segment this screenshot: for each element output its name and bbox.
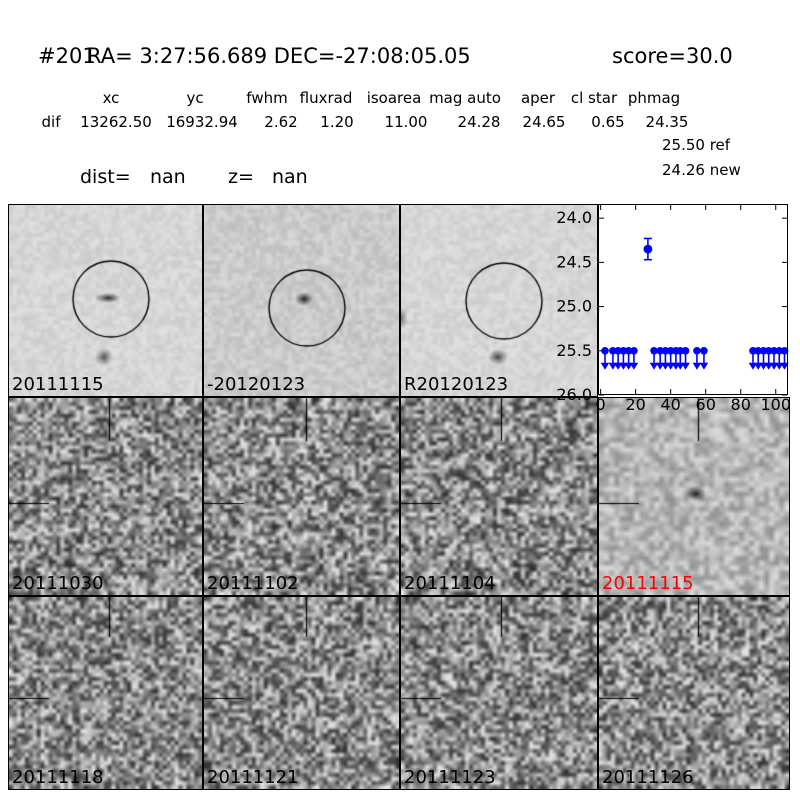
candidate-coordinates: RA= 3:27:56.689 DEC=-27:08:05.05 bbox=[87, 44, 471, 68]
cutout-image bbox=[204, 597, 399, 789]
z-value: nan bbox=[272, 166, 308, 188]
cutout-image bbox=[599, 597, 789, 789]
cutout-date-label: 20111115 bbox=[12, 374, 104, 395]
cutout-panel-20111115: 20111115 bbox=[8, 204, 203, 397]
cutout-image bbox=[204, 205, 399, 396]
table-value-cl-star: 0.65 bbox=[591, 113, 625, 131]
cutout-image bbox=[9, 205, 202, 396]
table-value-fwhm: 2.62 bbox=[264, 113, 298, 131]
cutout-image bbox=[204, 398, 399, 595]
cutout-date-label: 20111121 bbox=[207, 767, 299, 788]
y-tick-label: 24.0 bbox=[556, 208, 592, 227]
cutout-panel-20111126: 20111126 bbox=[598, 596, 790, 790]
cutout-panel-20111115: 20111115 bbox=[598, 397, 790, 596]
cutout-image bbox=[401, 597, 597, 789]
table-value-fluxrad: 1.20 bbox=[320, 113, 354, 131]
x-tick-label: 0 bbox=[596, 395, 606, 414]
table-value-xc: 13262.50 bbox=[80, 113, 152, 131]
dist-label: dist= bbox=[80, 166, 131, 188]
candidate-score: score=30.0 bbox=[612, 44, 733, 68]
table-row-label: dif bbox=[41, 113, 61, 131]
cutout-panel-20111104: 20111104 bbox=[400, 397, 598, 596]
cutout-panel-20111123: 20111123 bbox=[400, 596, 598, 790]
table-value-phmag: 24.35 bbox=[645, 113, 689, 131]
y-tick-label: 24.5 bbox=[556, 252, 592, 271]
cutout-panel--20120123: -20120123 bbox=[203, 204, 400, 397]
table-header-fluxrad: fluxrad bbox=[299, 89, 353, 107]
cutout-panel-20111102: 20111102 bbox=[203, 397, 400, 596]
x-tick-label: 20 bbox=[625, 395, 645, 414]
dist-value: nan bbox=[150, 166, 186, 188]
y-tick-label: 25.5 bbox=[556, 341, 592, 360]
y-tick-label: 25.0 bbox=[556, 297, 592, 316]
y-tick-label: 26.0 bbox=[556, 385, 592, 404]
ref-magnitude: 25.50 ref bbox=[662, 136, 731, 154]
cutout-image bbox=[401, 398, 597, 595]
z-label: z= bbox=[228, 166, 254, 188]
table-header-xc: xc bbox=[102, 89, 120, 107]
table-header-fwhm: fwhm bbox=[246, 89, 288, 107]
cutout-date-label: 20111126 bbox=[602, 767, 694, 788]
cutout-date-label: -20120123 bbox=[207, 374, 306, 395]
cutout-date-label: 20111030 bbox=[12, 573, 104, 594]
table-value-mag-auto: 24.28 bbox=[457, 113, 501, 131]
cutout-date-label: 20111123 bbox=[404, 767, 496, 788]
lightcurve-chart: 0 20 40 60 80 100 24.0 24.5 25.0 25.5 26.0 bbox=[556, 204, 791, 414]
cutout-date-label: 20111104 bbox=[404, 573, 496, 594]
cutout-date-label: R20120123 bbox=[404, 374, 509, 395]
cutout-panel-20111121: 20111121 bbox=[203, 596, 400, 790]
cutout-panel-20111030: 20111030 bbox=[8, 397, 203, 596]
table-header-yc: yc bbox=[186, 89, 204, 107]
cutout-date-label: 20111115 bbox=[602, 573, 694, 594]
table-header-mag-auto: mag auto bbox=[429, 89, 501, 107]
table-header-cl-star: cl star bbox=[570, 89, 618, 107]
cutout-panel-R20120123: R20120123 bbox=[400, 204, 598, 397]
cutout-image bbox=[9, 597, 202, 789]
candidate-id: #201 bbox=[38, 44, 96, 68]
table-header-isoarea: isoarea bbox=[366, 89, 422, 107]
table-value-isoarea: 11.00 bbox=[384, 113, 428, 131]
cutout-date-label: 20111118 bbox=[12, 767, 104, 788]
x-tick-label: 40 bbox=[660, 395, 680, 414]
cutout-image bbox=[599, 398, 789, 595]
cutout-image bbox=[9, 398, 202, 595]
cutout-date-label: 20111102 bbox=[207, 573, 299, 594]
x-tick-label: 100 bbox=[760, 395, 791, 414]
x-tick-label: 60 bbox=[696, 395, 716, 414]
table-header-aper: aper bbox=[520, 89, 556, 107]
cutout-panel-20111118: 20111118 bbox=[8, 596, 203, 790]
x-tick-label: 80 bbox=[731, 395, 751, 414]
table-value-aper: 24.65 bbox=[522, 113, 566, 131]
new-magnitude: 24.26 new bbox=[662, 161, 741, 179]
table-header-phmag: phmag bbox=[627, 89, 681, 107]
table-value-yc: 16932.94 bbox=[166, 113, 238, 131]
cutout-image bbox=[401, 205, 597, 396]
